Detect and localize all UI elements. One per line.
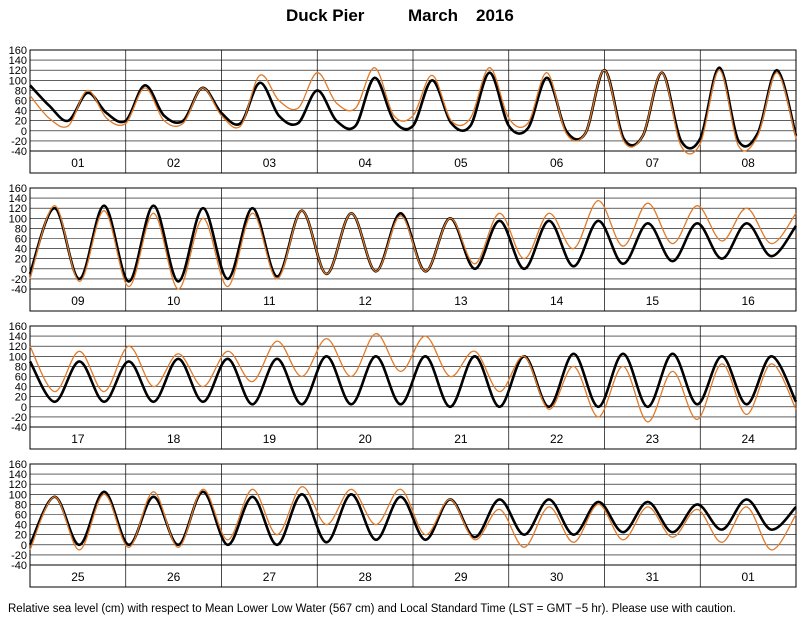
panel-frame	[29, 187, 797, 312]
day-label: 05	[454, 156, 468, 170]
y-tick-label: 160	[9, 321, 27, 333]
y-tick-label: 40	[15, 520, 27, 532]
y-tick-label: 40	[15, 382, 27, 394]
day-label: 21	[454, 432, 468, 446]
day-label: 27	[263, 570, 277, 584]
y-tick-label: 120	[9, 65, 27, 77]
series-line-observed	[29, 67, 797, 155]
y-tick-label: 20	[15, 392, 27, 404]
day-label: 08	[741, 156, 755, 170]
chart-title-station: Duck Pier	[286, 6, 365, 25]
panel-frame	[29, 463, 797, 588]
day-label: 06	[550, 156, 564, 170]
day-label: 22	[550, 432, 564, 446]
y-tick-label: 140	[9, 331, 27, 343]
series-line-observed	[29, 486, 797, 551]
day-label: 30	[550, 570, 564, 584]
y-tick-label: -20	[11, 412, 27, 424]
day-label: 07	[646, 156, 660, 170]
y-tick-label: 160	[9, 459, 27, 471]
y-tick-label: 120	[9, 341, 27, 353]
series-line-observed	[29, 199, 797, 290]
day-label: 31	[646, 570, 660, 584]
chart-caption: Relative sea level (cm) with respect to …	[8, 603, 736, 615]
day-label: 24	[741, 432, 755, 446]
y-tick-label: 0	[21, 540, 27, 552]
y-tick-label: -40	[11, 560, 27, 572]
panel-frame	[29, 325, 797, 450]
y-tick-label: 60	[15, 96, 27, 108]
day-label: 23	[646, 432, 660, 446]
day-label: 14	[550, 294, 564, 308]
y-tick-label: 80	[15, 361, 27, 373]
day-label: 15	[646, 294, 660, 308]
day-label: 03	[263, 156, 277, 170]
y-tick-label: 80	[15, 85, 27, 97]
series-line-predicted	[29, 66, 798, 150]
day-label: 18	[167, 432, 181, 446]
y-tick-label: -40	[11, 422, 27, 434]
y-tick-label: 0	[21, 126, 27, 138]
y-tick-label: 100	[9, 351, 27, 363]
y-tick-label: 60	[15, 510, 27, 522]
y-tick-label: -20	[11, 274, 27, 286]
series-line-predicted	[28, 490, 797, 547]
y-tick-label: 0	[21, 264, 27, 276]
y-tick-label: 100	[9, 213, 27, 225]
y-tick-label: 80	[15, 223, 27, 235]
chart-title-year: 2016	[476, 6, 514, 25]
day-label: 28	[358, 570, 372, 584]
chart-title-month: March	[408, 6, 458, 25]
y-tick-label: 160	[9, 183, 27, 195]
y-tick-label: 160	[9, 45, 27, 57]
day-label: 13	[454, 294, 468, 308]
y-tick-label: 120	[9, 479, 27, 491]
day-label: 20	[358, 432, 372, 446]
day-label: 19	[263, 432, 277, 446]
y-tick-label: 140	[9, 55, 27, 67]
day-label: 12	[358, 294, 372, 308]
y-tick-label: -40	[11, 284, 27, 296]
series-line-predicted	[28, 352, 798, 409]
y-tick-label: 140	[9, 469, 27, 481]
day-label: 29	[454, 570, 468, 584]
y-tick-label: 20	[15, 530, 27, 542]
day-label: 01	[71, 156, 85, 170]
y-tick-label: 80	[15, 499, 27, 511]
y-tick-label: -20	[11, 136, 27, 148]
y-tick-label: 140	[9, 193, 27, 205]
day-label: 01	[741, 570, 755, 584]
day-label: 25	[71, 570, 85, 584]
day-label: 02	[167, 156, 181, 170]
y-tick-label: 60	[15, 234, 27, 246]
y-tick-label: 100	[9, 489, 27, 501]
y-tick-label: 40	[15, 244, 27, 256]
day-label: 09	[71, 294, 85, 308]
y-tick-label: 120	[9, 203, 27, 215]
y-tick-label: 40	[15, 106, 27, 118]
y-tick-label: -20	[11, 550, 27, 562]
series-line-observed	[29, 332, 797, 423]
day-label: 17	[71, 432, 85, 446]
day-label: 26	[167, 570, 181, 584]
y-tick-label: 100	[9, 75, 27, 87]
y-tick-label: -40	[11, 146, 27, 158]
y-tick-label: 20	[15, 116, 27, 128]
day-label: 16	[741, 294, 755, 308]
panel-frame	[29, 49, 797, 174]
y-tick-label: 60	[15, 372, 27, 384]
y-tick-label: 20	[15, 254, 27, 266]
y-tick-label: 0	[21, 402, 27, 414]
day-label: 04	[358, 156, 372, 170]
day-label: 11	[263, 294, 276, 308]
day-label: 10	[167, 294, 181, 308]
